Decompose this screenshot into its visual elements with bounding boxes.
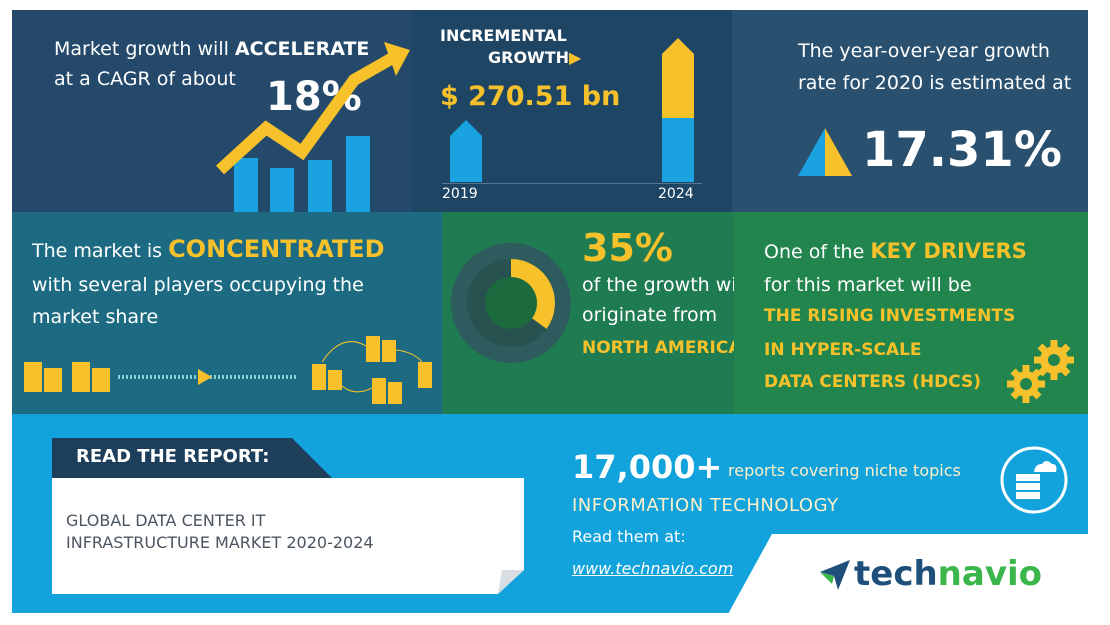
growth-bar-3 — [308, 160, 332, 212]
link-arc-1 — [321, 341, 367, 363]
report-title-card — [52, 478, 524, 594]
driver-line-b: IN HYPER-SCALE — [764, 340, 922, 360]
building-1 — [24, 362, 42, 392]
brand-part-1: tech — [854, 554, 938, 594]
conc-bold: CONCENTRATED — [168, 235, 385, 263]
building-10 — [388, 382, 402, 404]
building-5 — [312, 364, 326, 390]
incremental-title-2-text: GROWTH — [488, 48, 570, 67]
drivers-bold: KEY DRIVERS — [870, 239, 1027, 263]
bar-2019 — [450, 120, 482, 182]
drivers-line1-text: One of the — [764, 241, 871, 263]
yoy-line2: rate for 2020 is estimated at — [798, 72, 1072, 94]
growth-arrow-head — [384, 42, 410, 76]
technavio-logo-icon — [820, 560, 850, 590]
conc-line1: The market is CONCENTRATED — [32, 234, 385, 266]
report-title-2: INFRASTRUCTURE MARKET 2020-2024 — [66, 533, 374, 552]
technavio-link[interactable]: www.technavio.com — [572, 559, 734, 578]
building-2 — [44, 368, 62, 392]
report-category: INFORMATION TECHNOLOGY — [572, 495, 839, 516]
building-7 — [366, 336, 380, 362]
year-end: 2024 — [658, 186, 694, 202]
link-arc-3 — [337, 381, 373, 393]
triangle-icon — [798, 128, 852, 176]
drivers-line2: for this market will be — [764, 274, 972, 296]
region-panel: 35% of the growth will originate from NO… — [442, 212, 747, 414]
drivers-line1: One of the KEY DRIVERS — [764, 236, 1027, 267]
connector-arrow-icon — [198, 369, 212, 385]
conc-line3: market share — [32, 306, 159, 328]
brand-part-2: navio — [937, 554, 1042, 594]
donut-chart — [451, 243, 571, 363]
driver-line-a: THE RISING INVESTMENTS — [764, 306, 1016, 326]
incremental-value: $ 270.51 bn — [440, 81, 621, 112]
conc-line2: with several players occupying the — [32, 274, 364, 296]
incremental-bars-graphic — [442, 38, 702, 184]
incremental-title-2: GROWTH▶ — [488, 48, 581, 68]
concentration-panel: The market is CONCENTRATED with several … — [12, 212, 442, 414]
building-9 — [372, 378, 386, 404]
building-4 — [92, 368, 110, 392]
growth-arrow-graphic — [215, 42, 410, 212]
building-6 — [328, 370, 342, 390]
drivers-panel: One of the KEY DRIVERS for this market w… — [734, 212, 1088, 414]
growth-accelerate: ACCELERATE — [234, 38, 370, 60]
growth-line1: Market growth will ACCELERATE — [54, 34, 369, 64]
donut-hole — [485, 277, 537, 329]
growth-bar-4 — [346, 136, 370, 212]
year-start: 2019 — [442, 186, 478, 202]
cloud-server-icon — [1000, 446, 1068, 514]
read-report-tab — [52, 438, 332, 478]
gears-icon — [1007, 340, 1074, 403]
link-arc-2 — [395, 349, 423, 363]
growth-line2: at a CAGR of about — [54, 68, 236, 90]
read-report-label: READ THE REPORT: — [76, 446, 270, 467]
building-11 — [418, 362, 432, 388]
read-at-label: Read them at: — [572, 527, 686, 546]
report-panel: READ THE REPORT: GLOBAL DATA CENTER IT I… — [12, 414, 1088, 613]
building-3 — [72, 362, 90, 392]
growth-bar-1 — [234, 158, 258, 212]
growth-bar-2 — [270, 168, 294, 212]
region-percent: 35% — [582, 226, 673, 270]
region-name: NORTH AMERICA — [582, 338, 742, 358]
conc-line1-text: The market is — [32, 240, 169, 262]
report-count-desc: reports covering niche topics — [728, 461, 961, 480]
driver-line-c: DATA CENTERS (HDCS) — [764, 372, 981, 392]
yoy-line1: The year-over-year growth — [798, 40, 1050, 62]
buildings-graphic — [24, 336, 432, 404]
region-line2: originate from — [582, 304, 718, 326]
bar-2024-increment — [662, 38, 694, 182]
brand-ribbon — [728, 534, 1088, 613]
technavio-wordmark: technavio — [854, 554, 1042, 594]
yoy-value: 17.31% — [862, 122, 1062, 178]
region-line1: of the growth will — [582, 274, 748, 296]
growth-panel: Market growth will ACCELERATE at a CAGR … — [12, 10, 412, 212]
incremental-panel: INCREMENTAL GROWTH▶ $ 270.51 bn 2019 202… — [412, 10, 732, 212]
yoy-panel: The year-over-year growth rate for 2020 … — [732, 10, 1088, 212]
infographic: Market growth will ACCELERATE at a CAGR … — [12, 10, 1088, 613]
growth-line1-text: Market growth will — [54, 38, 235, 60]
incremental-title-1: INCREMENTAL — [440, 26, 567, 45]
report-count: 17,000+ — [572, 448, 723, 486]
play-arrow-icon: ▶ — [569, 48, 582, 67]
bar-2024-base — [662, 118, 694, 182]
report-title-1: GLOBAL DATA CENTER IT — [66, 511, 266, 530]
building-8 — [382, 340, 396, 362]
growth-arrow-line — [215, 50, 399, 175]
